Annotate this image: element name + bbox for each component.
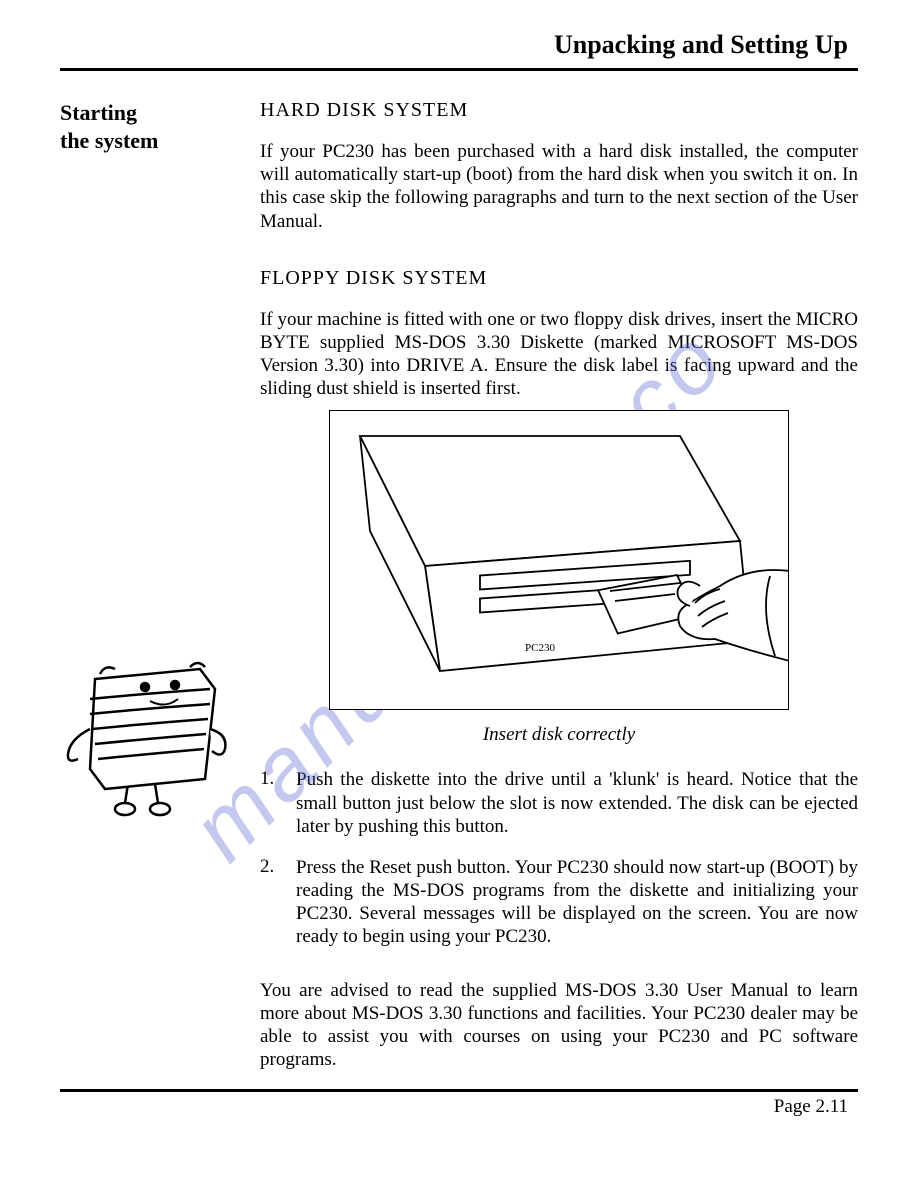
step-2-number: 2.	[260, 856, 278, 949]
disk-insertion-figure: PC230	[329, 410, 789, 710]
page-header-title: Unpacking and Setting Up	[60, 30, 858, 60]
sidebar-heading-line2: the system	[60, 128, 158, 153]
step-1-row: 1. Push the diskette into the drive unti…	[260, 768, 858, 838]
step-2-text: Press the Reset push button. Your PC230 …	[296, 856, 858, 949]
step-1-text: Push the diskette into the drive until a…	[296, 768, 858, 838]
section-title-hard-disk: HARD DISK SYSTEM	[260, 99, 858, 122]
content-area: Starting the system	[60, 99, 858, 1071]
sidebar-heading-line1: Starting	[60, 100, 137, 125]
svg-text:PC230: PC230	[525, 642, 555, 654]
mascot-character-icon	[50, 639, 240, 829]
header-rule	[60, 68, 858, 71]
closing-paragraph: You are advised to read the supplied MS-…	[260, 979, 858, 1072]
main-column: HARD DISK SYSTEM If your PC230 has been …	[260, 99, 858, 1071]
step-1-number: 1.	[260, 768, 278, 838]
page-number: Page 2.11	[60, 1096, 858, 1118]
figure-caption: Insert disk correctly	[260, 724, 858, 746]
footer-rule	[60, 1089, 858, 1092]
step-2-row: 2. Press the Reset push button. Your PC2…	[260, 856, 858, 949]
sidebar-heading: Starting the system	[60, 99, 240, 154]
hard-disk-paragraph: If your PC230 has been purchased with a …	[260, 140, 858, 233]
section-title-floppy-disk: FLOPPY DISK SYSTEM	[260, 267, 858, 290]
floppy-disk-paragraph: If your machine is fitted with one or tw…	[260, 308, 858, 401]
sidebar: Starting the system	[60, 99, 240, 1071]
